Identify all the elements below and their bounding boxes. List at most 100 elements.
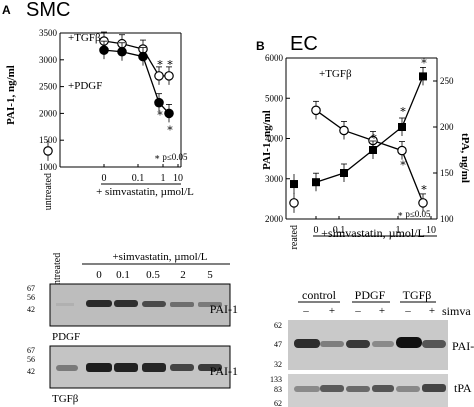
blot-a1-mw-56: 56 <box>27 293 35 302</box>
chart-b-significance-star: ∗ <box>420 55 427 67</box>
chart-b-untreated-point-0 <box>289 198 299 208</box>
chart-b-ytick-label: 6000 <box>265 53 284 63</box>
chart-a-xtick-label: 1 <box>161 173 166 184</box>
chart-b-xtick-label: 1 <box>396 225 401 236</box>
blot-b1-band <box>320 341 344 347</box>
blot-b2-band <box>372 385 394 392</box>
blot-a-lane-2: 0.5 <box>146 269 160 281</box>
blot-b-sign-1: + <box>329 305 335 317</box>
chart-a-significance-star: ∗ <box>166 57 173 69</box>
chart-b: 20003000400050006000100150200250untreate… <box>261 53 471 250</box>
blot-b-sign-4: – <box>404 305 411 317</box>
blot-b1-band <box>422 340 446 348</box>
chart-b-legend-tgfb: +TGFβ <box>319 68 352 80</box>
chart-a: 1000 1500 2000 2500 3000 3500 untreated 0 0.1 1 10… <box>5 28 194 210</box>
blot-b-group-tgfb: TGFβ <box>403 288 432 302</box>
blot-a-lane-0: 0 <box>96 269 102 281</box>
chart-a-significance-star: ∗ <box>156 108 163 120</box>
chart-b-ylabel-right: tPA, ng/ml <box>459 133 471 183</box>
chart-b-ytick-label: 4000 <box>265 134 284 144</box>
blot-a-lane-3: 2 <box>180 269 186 281</box>
chart-b-point-1-0 <box>312 178 320 187</box>
blot-a2-mw-56: 56 <box>27 355 35 364</box>
blot-a-lane-4: 5 <box>207 269 213 281</box>
blot-b2-band <box>320 385 344 392</box>
chart-b-point-1-2 <box>369 146 377 154</box>
chart-a-xtick-label: 10 <box>173 173 183 184</box>
chart-a-ytick-label: 2000 <box>39 108 58 118</box>
chart-a-xtick-label-untreated: untreated <box>43 173 54 210</box>
blot-b1-band <box>372 341 394 347</box>
chart-a-significance-star: ∗ <box>156 57 163 69</box>
panel-a-letter: A <box>2 3 11 17</box>
chart-b-xtick-label: 10 <box>426 225 436 236</box>
chart-a-ylabel: PAI-1, ng/ml <box>5 65 17 125</box>
chart-b-significance-star: ∗ <box>399 104 406 116</box>
chart-b-point-0-0 <box>311 105 321 116</box>
blot-b1-label: PAI-1 <box>452 339 474 353</box>
chart-b-ytick-label: 5000 <box>265 93 284 103</box>
chart-b-series-line-0 <box>315 109 424 204</box>
blot-b2-mw-62: 62 <box>274 399 282 407</box>
chart-a-ytick-label: 3500 <box>39 28 58 38</box>
chart-b-point-0-1 <box>339 125 349 136</box>
chart-b-ytick-right-label: 100 <box>440 214 454 224</box>
chart-b-xtick-label: 0 <box>314 225 319 236</box>
blot-a1-band <box>86 300 112 307</box>
chart-a-ytick-label: 1000 <box>39 162 58 172</box>
chart-a-ytick-label: 1500 <box>39 135 58 145</box>
blot-b: control PDGF TGFβ – + – + – + simva 62 4… <box>240 248 474 407</box>
blot-a1-mw-42: 42 <box>27 305 35 314</box>
chart-a-point-0-3 <box>154 71 164 81</box>
blot-b2-label: tPA <box>454 381 472 395</box>
blot-a2-mw-67: 67 <box>27 346 35 355</box>
chart-a-point-0-4 <box>164 71 174 81</box>
chart-b-point-0-4 <box>418 198 428 208</box>
blot-a1-mw-67: 67 <box>27 284 35 293</box>
blot-b1-mw-32: 32 <box>274 360 282 369</box>
blot-a2-band <box>198 364 222 371</box>
blot-b-sign-0: – <box>302 305 309 317</box>
blot-b-group-pdgf: PDGF <box>355 288 386 302</box>
chart-b-ytick-right-label: 250 <box>440 76 454 86</box>
blot-a-lane-1: 0.1 <box>116 269 130 281</box>
blot-b-group-control: control <box>302 288 337 302</box>
chart-b-ytick-right-label: 200 <box>440 122 454 132</box>
blot-b2-band <box>422 384 446 392</box>
blot-b-sign-5: + <box>429 305 435 317</box>
chart-a-xlabel: + simvastatin, µmol/L <box>96 186 194 198</box>
blot-a-untreated-label: untreated <box>52 253 63 290</box>
chart-b-significance: ∗ p≤0.05 <box>397 209 431 219</box>
chart-b-significance-star: ∗ <box>370 131 377 143</box>
chart-b-point-1-4 <box>419 72 427 81</box>
blot-b2-mw-133: 133 <box>270 375 282 384</box>
blot-a2-band <box>86 363 112 372</box>
chart-b-significance-star: ∗ <box>399 158 406 170</box>
blot-a1-band <box>114 300 138 307</box>
chart-b-xtick-label: 0.1 <box>333 225 346 236</box>
chart-b-xtick-label-untreated: untreated <box>289 225 300 250</box>
chart-a-significance: ∗ p≤0.05 <box>154 152 188 162</box>
blot-a2-band <box>114 363 138 372</box>
blot-a2-mw-42: 42 <box>27 367 35 376</box>
blot-a2-band <box>170 364 194 371</box>
chart-b-xlabel: +simvastatin, µmol/L <box>321 226 425 240</box>
blot-a1-band <box>198 302 222 307</box>
blot-b2-mw-83: 83 <box>274 385 282 394</box>
chart-a-untreated-point-0 <box>43 146 53 156</box>
chart-b-series-line-1 <box>315 76 424 183</box>
blot-b-sign-3: + <box>379 305 385 317</box>
chart-a-ytick-label: 3000 <box>39 55 58 65</box>
chart-a-point-1-0 <box>99 45 109 55</box>
blot-b2-band <box>346 386 370 392</box>
chart-a-legend-pdgf: +PDGF <box>68 80 102 92</box>
chart-a-ytick-label: 2500 <box>39 82 58 92</box>
chart-a-xtick-label: 0.1 <box>132 173 145 184</box>
panel-b-title: EC <box>290 33 318 55</box>
blot-a2-band <box>56 365 78 371</box>
blot-a2-band <box>142 363 166 372</box>
chart-a-point-1-2 <box>138 51 148 62</box>
chart-b-point-0-3 <box>397 145 407 156</box>
blot-b-simva-label: simva <box>442 304 471 318</box>
chart-a-point-1-1 <box>117 46 127 57</box>
